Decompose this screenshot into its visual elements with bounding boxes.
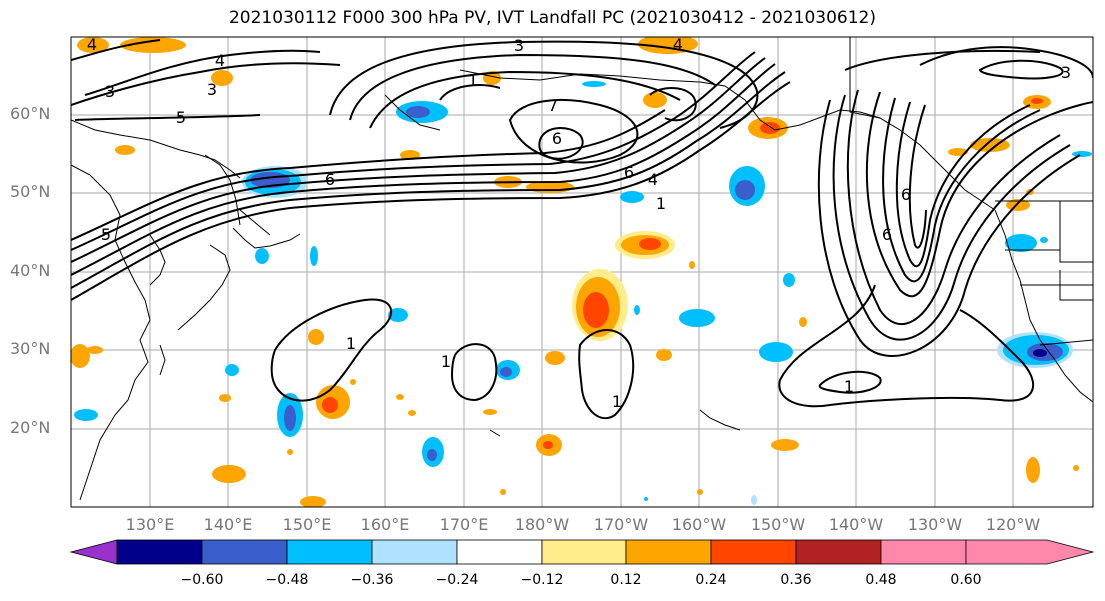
colorbar-segment [710, 539, 797, 565]
colorbar-tick-label: 0.12 [610, 572, 642, 588]
borders [849, 37, 1093, 346]
lon-label: 160°E [360, 515, 410, 534]
contour-label: 1 [468, 71, 478, 90]
contour-label: 1 [346, 334, 356, 353]
lat-label: 60°N [10, 104, 51, 123]
colorbar [69, 539, 1095, 565]
lon-label: 130°E [125, 515, 175, 534]
lon-label: 150°E [282, 515, 332, 534]
colorbar-tick-label: −0.48 [265, 572, 309, 588]
colorbar-segment [456, 539, 543, 565]
contour-label: 7 [548, 96, 558, 115]
lon-label: 170°W [593, 515, 649, 534]
contour-label: 1 [656, 194, 666, 213]
colorbar-segment [116, 539, 203, 565]
map-frame [70, 36, 1094, 508]
contour-label: 6 [325, 170, 335, 189]
contour-label: 1 [612, 392, 622, 411]
contour-label: 6 [552, 129, 562, 148]
colorbar-segment [201, 539, 288, 565]
colorbar-segment [880, 539, 967, 565]
lon-label: 120°W [985, 515, 1041, 534]
contour-labels: 3 4 3 5 6 5 4 3 1 7 6 6 4 1 1 1 1 1 4 3 … [87, 35, 1071, 411]
contour-label: 6 [901, 185, 911, 204]
pv-contours [71, 39, 1093, 420]
colorbar-segment [541, 539, 627, 565]
contour-label: 4 [215, 51, 225, 70]
lat-label: 50°N [10, 182, 51, 201]
contour-label: 1 [844, 377, 854, 396]
colorbar-tick-label: 0.36 [780, 572, 812, 588]
gridlines [71, 37, 1093, 507]
lat-label: 30°N [10, 339, 51, 358]
colorbar-segment [795, 539, 882, 565]
colorbar-tick-label: 0.60 [950, 572, 982, 588]
lon-label: 150°W [750, 515, 806, 534]
colorbar-tick-label: −0.36 [350, 572, 394, 588]
lat-label: 40°N [10, 261, 51, 280]
contour-label: 6 [882, 225, 892, 244]
lon-label: 160°W [671, 515, 727, 534]
contour-label: 3 [514, 36, 524, 55]
coastlines [71, 69, 1093, 501]
contour-label: 4 [673, 35, 683, 54]
contour-label: 5 [101, 225, 111, 244]
contour-label: 4 [648, 170, 658, 189]
contour-label: 3 [1061, 63, 1071, 82]
colorbar-tick-label: 0.48 [865, 572, 897, 588]
negative-anomaly-fills [74, 81, 1092, 505]
colorbar-tick-label: −0.60 [180, 572, 224, 588]
lon-label: 140°W [828, 515, 884, 534]
contour-label: 6 [624, 163, 634, 182]
colorbar-extend-high [965, 539, 1095, 565]
colorbar-segment [286, 539, 373, 565]
contour-label: 3 [207, 80, 217, 99]
colorbar-tick-label: −0.12 [520, 572, 564, 588]
lon-label: 180°W [514, 515, 570, 534]
lon-label: 170°E [439, 515, 489, 534]
contour-label: 4 [87, 35, 97, 54]
colorbar-tick-label: 0.24 [695, 572, 727, 588]
lon-label: 140°E [203, 515, 253, 534]
colorbar-tick-label: −0.24 [435, 572, 479, 588]
lat-label: 20°N [10, 418, 51, 437]
contour-label: 3 [105, 82, 115, 101]
colorbar-segment [371, 539, 458, 565]
page-title: 2021030112 F000 300 hPa PV, IVT Landfall… [228, 8, 876, 28]
contour-label: 5 [176, 108, 186, 127]
contour-label: 1 [441, 352, 451, 371]
lon-label: 130°W [907, 515, 963, 534]
colorbar-extend-low [69, 539, 118, 565]
colorbar-segment [625, 539, 712, 565]
